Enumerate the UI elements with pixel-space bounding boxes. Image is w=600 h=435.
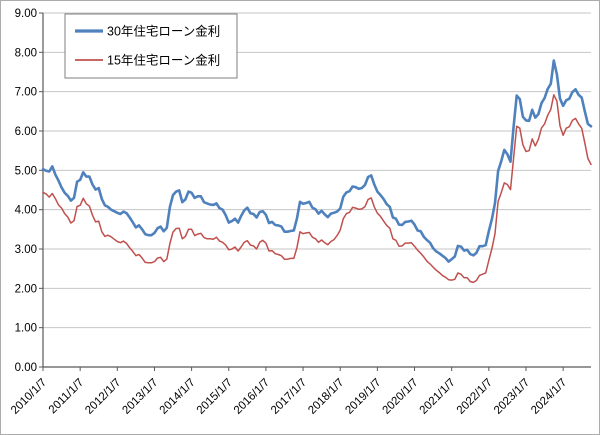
legend-label-30yr: 30年住宅ローン金利 bbox=[107, 24, 220, 39]
x-axis-tick-label: 2015/1/7 bbox=[195, 377, 235, 417]
y-axis-tick-label: 5.00 bbox=[15, 165, 37, 177]
x-axis-tick-label: 2011/1/7 bbox=[47, 377, 87, 417]
x-axis-tick-label: 2014/1/7 bbox=[158, 377, 198, 417]
x-axis-tick-label: 2020/1/7 bbox=[381, 377, 421, 417]
y-axis-tick-label: 6.00 bbox=[15, 126, 37, 138]
legend-label-15yr: 15年住宅ローン金利 bbox=[107, 53, 220, 68]
series-15yr-line bbox=[42, 94, 592, 284]
x-axis-tick-label: 2021/1/7 bbox=[418, 377, 458, 417]
y-axis-tick-label: 4.00 bbox=[15, 205, 37, 217]
x-axis-tick-label: 2019/1/7 bbox=[343, 377, 383, 417]
series-30yr-line bbox=[41, 59, 593, 263]
legend: 30年住宅ローン金利 15年住宅ローン金利 bbox=[64, 13, 238, 79]
y-axis-tick-label: 9.00 bbox=[15, 8, 37, 20]
legend-box bbox=[64, 13, 238, 79]
y-axis-tick-label: 8.00 bbox=[15, 47, 37, 59]
y-axis-tick-label: 0.00 bbox=[15, 362, 37, 374]
x-axis-tick-label: 2013/1/7 bbox=[120, 377, 160, 417]
x-axis-tick-label: 2022/1/7 bbox=[455, 377, 495, 417]
y-axis-tick-label: 3.00 bbox=[15, 244, 37, 256]
x-axis-tick-label: 2017/1/7 bbox=[269, 377, 309, 417]
y-axis-tick-label: 1.00 bbox=[15, 323, 37, 335]
x-axis-tick-label: 2012/1/7 bbox=[83, 377, 123, 417]
x-axis-tick-label: 2024/1/7 bbox=[529, 377, 569, 417]
x-axis-tick-label: 2018/1/7 bbox=[306, 377, 346, 417]
y-axis-tick-label: 2.00 bbox=[15, 283, 37, 295]
x-axis-tick-label: 2016/1/7 bbox=[232, 377, 272, 417]
x-axis-tick-label: 2023/1/7 bbox=[492, 377, 532, 417]
y-axis-tick-label: 7.00 bbox=[15, 87, 37, 99]
x-axis-tick-label: 2010/1/7 bbox=[9, 377, 49, 417]
